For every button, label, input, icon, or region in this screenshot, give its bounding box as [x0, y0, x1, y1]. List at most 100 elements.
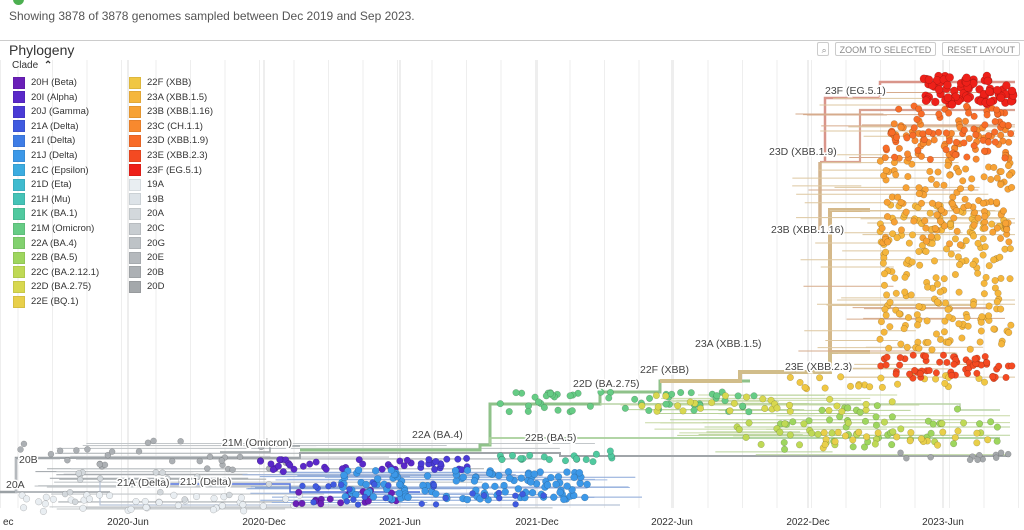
tip[interactable] [990, 163, 998, 172]
tip[interactable] [485, 469, 494, 477]
tip[interactable] [973, 439, 981, 447]
tip[interactable] [442, 494, 449, 502]
tip[interactable] [540, 404, 548, 412]
tip[interactable] [990, 256, 998, 264]
tip[interactable] [922, 248, 930, 256]
legend-item[interactable]: 23D (XBB.1.9) [129, 134, 208, 147]
tip[interactable] [927, 429, 935, 437]
tip[interactable] [818, 406, 826, 414]
tip[interactable] [1005, 171, 1013, 179]
tip[interactable] [987, 175, 995, 183]
tip[interactable] [554, 472, 563, 481]
legend-item[interactable]: 23F (EG.5.1) [129, 164, 202, 177]
tip[interactable] [127, 505, 135, 513]
tip[interactable] [469, 490, 476, 497]
tip[interactable] [888, 129, 896, 137]
tip[interactable] [893, 234, 901, 242]
tip[interactable] [343, 498, 351, 505]
tip[interactable] [1007, 321, 1015, 329]
tip[interactable] [592, 450, 600, 458]
tip[interactable] [781, 420, 789, 428]
tip[interactable] [326, 495, 334, 503]
tip[interactable] [621, 404, 629, 412]
tip[interactable] [891, 274, 899, 282]
tip[interactable] [883, 238, 892, 246]
tip[interactable] [267, 460, 275, 468]
tip[interactable] [892, 171, 900, 179]
tip[interactable] [582, 455, 590, 464]
tip[interactable] [964, 202, 972, 210]
tip[interactable] [177, 438, 184, 445]
tip[interactable] [930, 136, 938, 144]
legend-item[interactable]: 22D (BA.2.75) [13, 280, 91, 293]
tip[interactable] [882, 248, 890, 256]
tip[interactable] [816, 374, 824, 382]
tip[interactable] [833, 402, 841, 410]
tip[interactable] [773, 404, 781, 412]
tip[interactable] [951, 270, 959, 279]
tip[interactable] [979, 251, 987, 259]
tip[interactable] [218, 457, 225, 464]
tip[interactable] [878, 383, 886, 391]
legend-item[interactable]: 20E [129, 251, 164, 264]
tip[interactable] [942, 146, 950, 154]
legend-item[interactable]: 23E (XBB.2.3) [129, 149, 208, 162]
legend-item[interactable]: 21K (BA.1) [13, 207, 77, 220]
tip[interactable] [923, 317, 931, 325]
tip[interactable] [35, 498, 43, 506]
tip[interactable] [964, 109, 973, 117]
tip[interactable] [257, 457, 265, 465]
legend-item[interactable]: 20B [129, 266, 164, 279]
tip[interactable] [993, 224, 1001, 232]
tip[interactable] [501, 488, 509, 496]
tip[interactable] [962, 237, 970, 245]
tip[interactable] [108, 448, 116, 455]
tip[interactable] [980, 147, 989, 155]
tip[interactable] [808, 429, 816, 437]
tip[interactable] [385, 482, 392, 489]
tip[interactable] [761, 404, 769, 413]
tip[interactable] [927, 233, 935, 241]
tip[interactable] [826, 395, 834, 403]
tip[interactable] [265, 480, 273, 488]
tip[interactable] [895, 310, 903, 318]
tip[interactable] [901, 273, 909, 281]
tip[interactable] [871, 440, 879, 448]
tip[interactable] [1006, 245, 1014, 253]
tip[interactable] [144, 439, 152, 447]
tip[interactable] [421, 487, 429, 495]
tip[interactable] [425, 455, 433, 464]
tip[interactable] [980, 378, 989, 386]
legend-item[interactable]: 22E (BQ.1) [13, 295, 79, 308]
tip[interactable] [943, 93, 953, 102]
tip[interactable] [895, 105, 903, 113]
tip[interactable] [554, 406, 562, 414]
tip[interactable] [908, 231, 917, 239]
tip[interactable] [945, 137, 953, 145]
tip[interactable] [1004, 450, 1012, 458]
tip[interactable] [395, 480, 404, 489]
tip[interactable] [993, 437, 1001, 445]
tip[interactable] [890, 120, 898, 128]
tip[interactable] [527, 478, 535, 486]
tip[interactable] [893, 433, 901, 441]
tip[interactable] [84, 446, 91, 453]
tip[interactable] [528, 488, 537, 497]
tip[interactable] [218, 502, 226, 510]
tip[interactable] [239, 501, 247, 509]
tip[interactable] [85, 495, 94, 503]
tip[interactable] [932, 369, 940, 377]
tip[interactable] [966, 345, 974, 353]
tip[interactable] [963, 94, 972, 104]
tip[interactable] [919, 130, 927, 138]
tip[interactable] [382, 494, 389, 502]
tip[interactable] [1007, 129, 1015, 138]
tip[interactable] [979, 199, 987, 207]
tip[interactable] [64, 456, 71, 464]
tip[interactable] [942, 129, 950, 137]
tip[interactable] [22, 495, 31, 503]
tip[interactable] [913, 115, 921, 123]
tip[interactable] [947, 100, 957, 109]
tip[interactable] [954, 427, 962, 435]
tip[interactable] [982, 273, 990, 281]
